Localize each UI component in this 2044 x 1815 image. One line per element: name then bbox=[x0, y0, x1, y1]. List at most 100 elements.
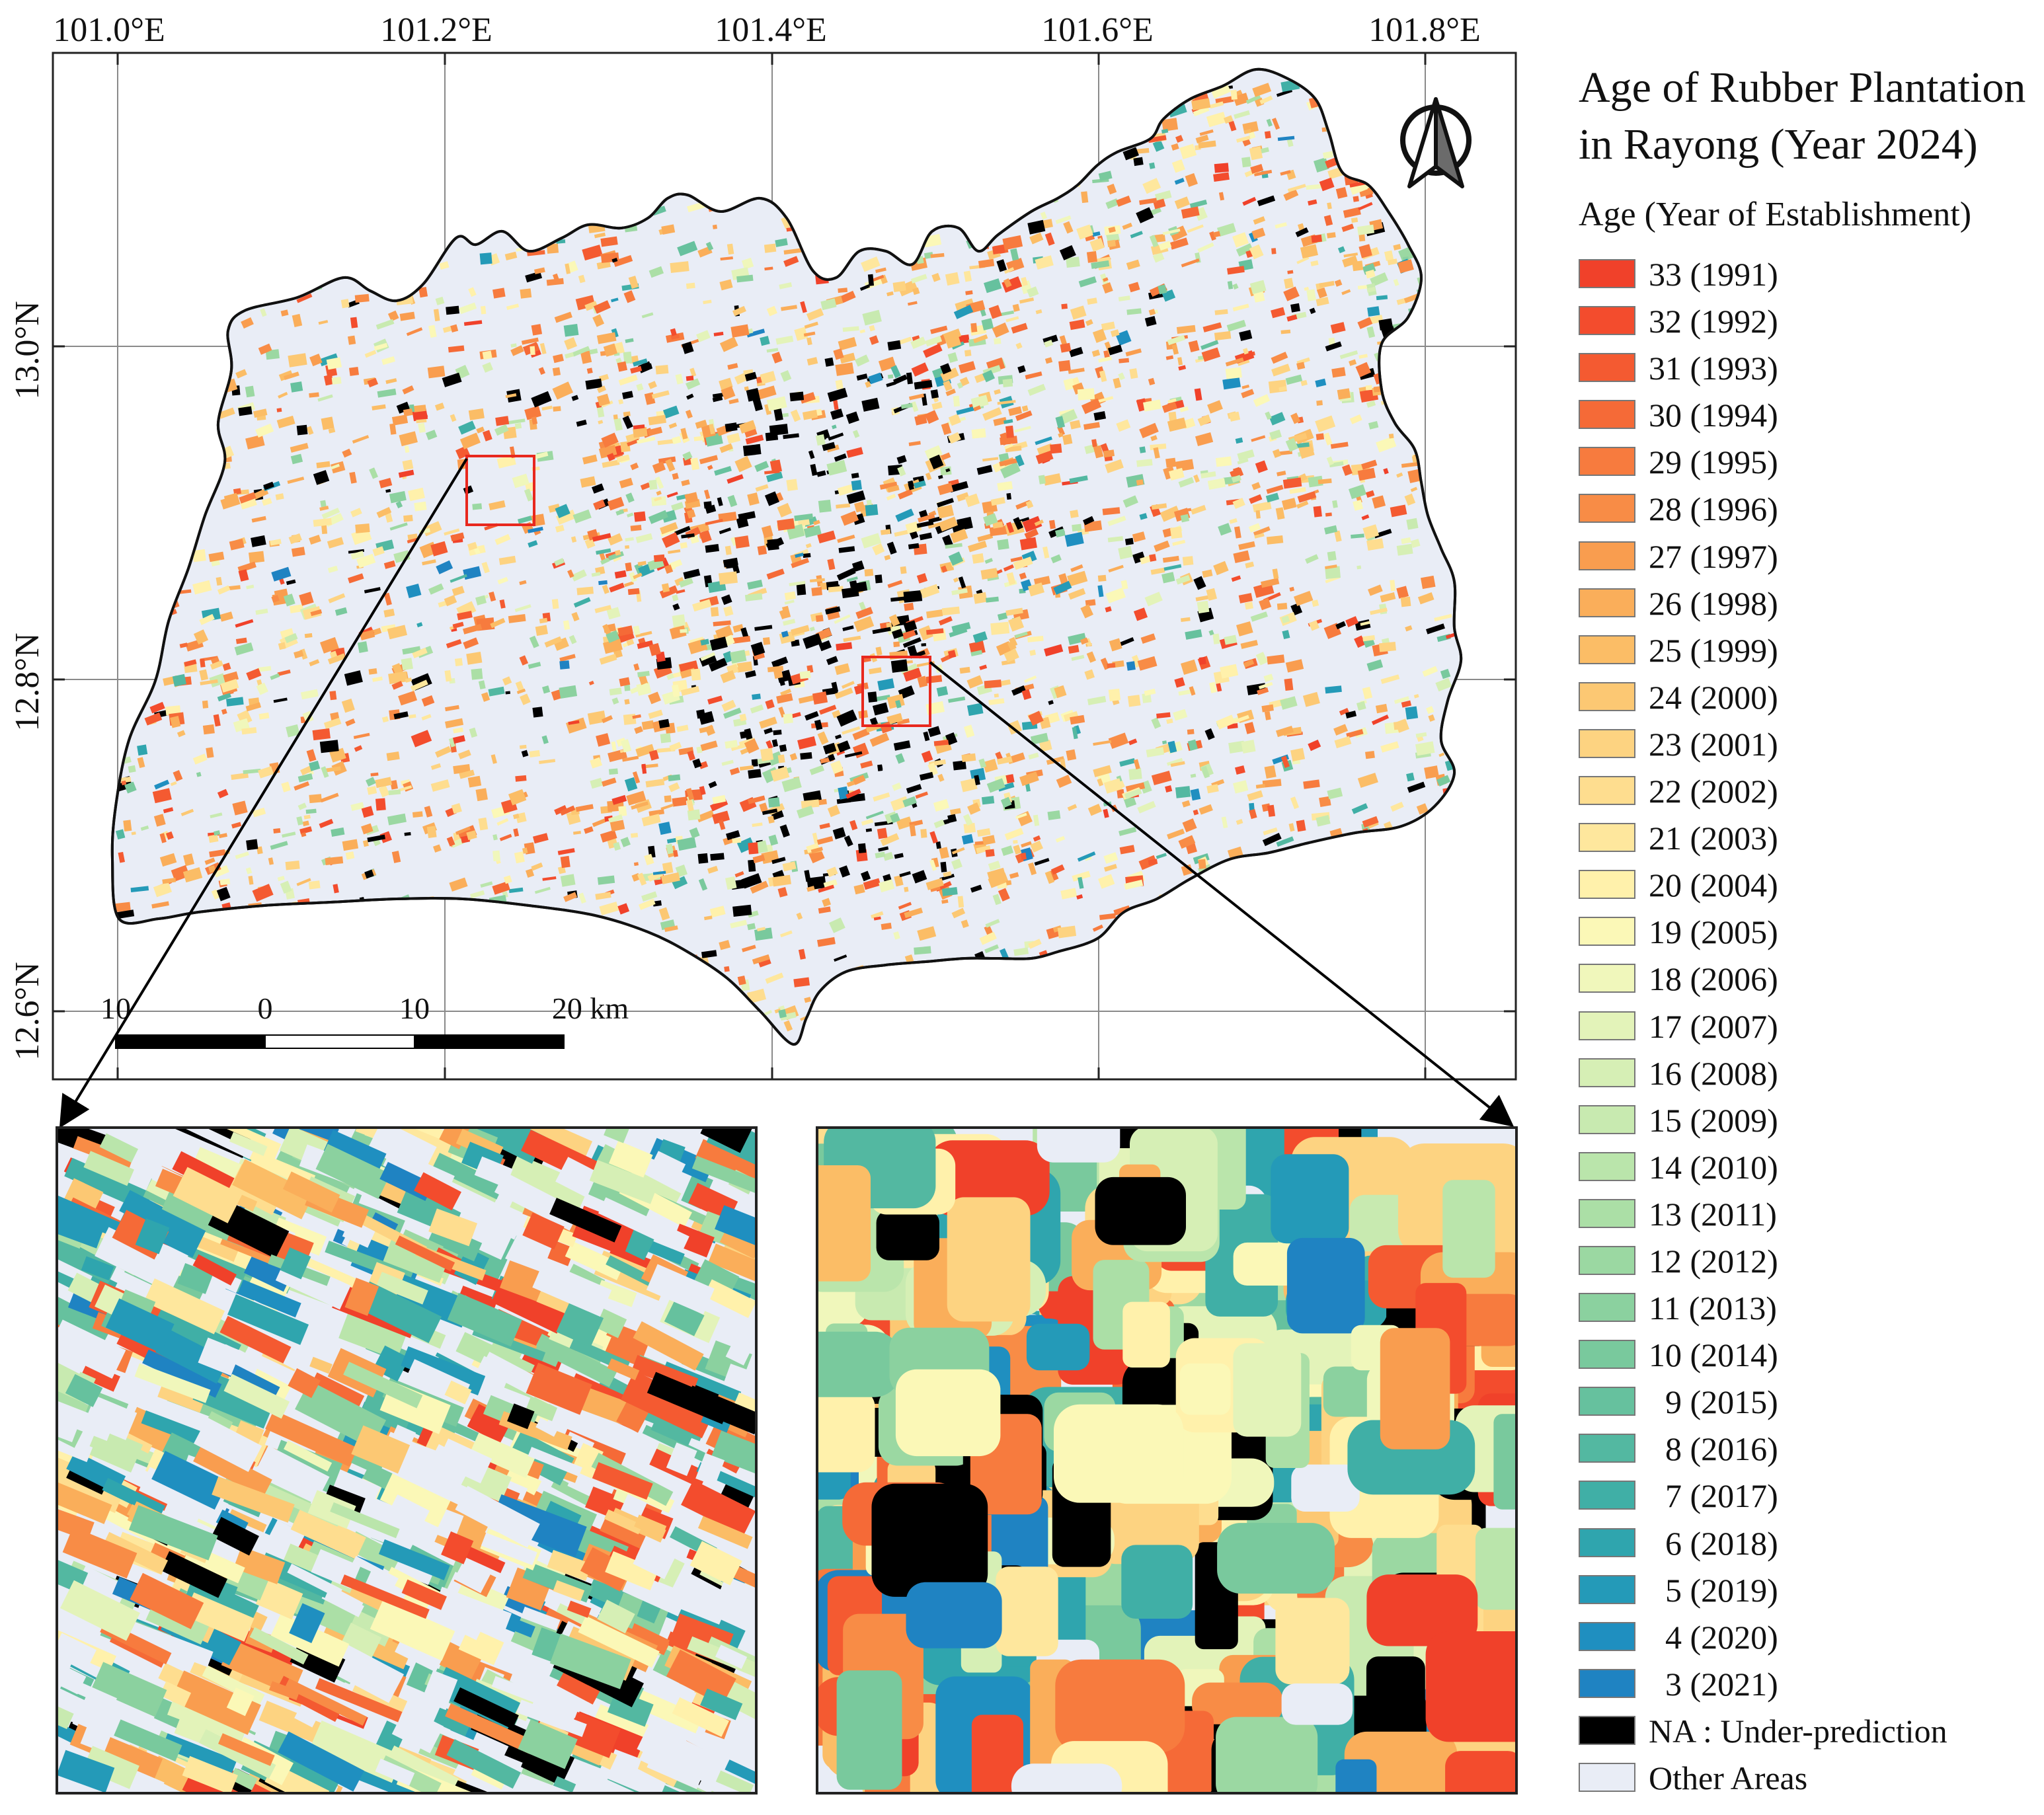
legend-subtitle: Age (Year of Establishment) bbox=[1579, 192, 2041, 238]
legend-swatch bbox=[1579, 1246, 1635, 1275]
legend-swatch bbox=[1579, 1387, 1635, 1416]
legend-swatch bbox=[1579, 588, 1635, 617]
legend-label: 6 (2018) bbox=[1649, 1520, 1778, 1566]
lat-tick-label: 12.8°N bbox=[9, 633, 46, 731]
legend-label: 16 (2008) bbox=[1649, 1050, 1778, 1097]
legend-swatch bbox=[1579, 964, 1635, 993]
legend-swatch bbox=[1579, 1058, 1635, 1087]
legend-swatch bbox=[1579, 1622, 1635, 1651]
legend-label: 5 (2019) bbox=[1649, 1567, 1778, 1613]
inset-map-central bbox=[766, 1069, 1578, 1812]
legend-swatch bbox=[1579, 1763, 1635, 1792]
legend-item: 20 (2004) bbox=[1579, 862, 2041, 909]
legend-item: 31 (1993) bbox=[1579, 345, 2041, 392]
legend-label: 12 (2012) bbox=[1649, 1238, 1778, 1284]
legend-item: 22 (2002) bbox=[1579, 768, 2041, 815]
legend-item: 7 (2017) bbox=[1579, 1473, 2041, 1520]
legend-swatch bbox=[1579, 1716, 1635, 1745]
lon-tick-label: 101.2°E bbox=[380, 11, 492, 49]
legend-item: Other Areas bbox=[1579, 1755, 2041, 1802]
legend-label: 22 (2002) bbox=[1649, 768, 1778, 814]
legend-swatch bbox=[1579, 917, 1635, 946]
legend-swatch bbox=[1579, 1152, 1635, 1181]
legend-swatch bbox=[1579, 1199, 1635, 1228]
legend-item: 29 (1995) bbox=[1579, 439, 2041, 486]
legend-label: 14 (2010) bbox=[1649, 1144, 1778, 1190]
legend-label: 4 (2020) bbox=[1649, 1614, 1778, 1660]
legend-item: 12 (2012) bbox=[1579, 1238, 2041, 1285]
legend-item: 6 (2018) bbox=[1579, 1520, 2041, 1567]
legend-label: 18 (2006) bbox=[1649, 956, 1778, 1002]
legend-swatch bbox=[1579, 776, 1635, 805]
legend-item: 11 (2013) bbox=[1579, 1285, 2041, 1332]
legend-swatch bbox=[1579, 1528, 1635, 1557]
lat-tick-label: 12.6°N bbox=[9, 962, 46, 1060]
legend-swatch bbox=[1579, 1340, 1635, 1369]
legend-label: 9 (2015) bbox=[1649, 1379, 1778, 1425]
legend-label: 20 (2004) bbox=[1649, 862, 1778, 908]
scale-label: 20 km bbox=[552, 991, 629, 1025]
legend-item: 17 (2007) bbox=[1579, 1003, 2041, 1050]
legend-label: 24 (2000) bbox=[1649, 674, 1778, 720]
legend-item: 4 (2020) bbox=[1579, 1614, 2041, 1661]
legend-label: 17 (2007) bbox=[1649, 1003, 1778, 1050]
lon-tick-label: 101.4°E bbox=[715, 11, 827, 49]
legend-item: 30 (1994) bbox=[1579, 392, 2041, 439]
lon-tick-label: 101.0°E bbox=[53, 11, 165, 49]
legend-swatch bbox=[1579, 1105, 1635, 1134]
legend-label: 30 (1994) bbox=[1649, 392, 1778, 438]
legend-swatch bbox=[1579, 635, 1635, 664]
legend-label: 23 (2001) bbox=[1649, 721, 1778, 767]
legend-item: 33 (1991) bbox=[1579, 251, 2041, 298]
legend-swatch bbox=[1579, 400, 1635, 429]
legend-label: 33 (1991) bbox=[1649, 251, 1778, 297]
legend-swatch bbox=[1579, 870, 1635, 899]
legend-swatch bbox=[1579, 1434, 1635, 1463]
legend-item: 8 (2016) bbox=[1579, 1426, 2041, 1473]
legend-swatch bbox=[1579, 259, 1635, 288]
legend-swatch bbox=[1579, 353, 1635, 382]
legend-label: 29 (1995) bbox=[1649, 439, 1778, 485]
legend-swatch bbox=[1579, 729, 1635, 758]
legend-item: 9 (2015) bbox=[1579, 1379, 2041, 1426]
legend-item: 28 (1996) bbox=[1579, 486, 2041, 533]
legend-label: 13 (2011) bbox=[1649, 1191, 1777, 1237]
legend-label: 28 (1996) bbox=[1649, 486, 1778, 532]
legend-label: 3 (2021) bbox=[1649, 1661, 1778, 1707]
legend-swatch bbox=[1579, 823, 1635, 852]
legend-swatch bbox=[1579, 306, 1635, 335]
lon-tick-label: 101.6°E bbox=[1041, 11, 1154, 49]
latitude-tick-labels: 13.0°N 12.8°N 12.6°N bbox=[9, 301, 46, 1060]
legend-item: 25 (1999) bbox=[1579, 627, 2041, 674]
legend-item: 16 (2008) bbox=[1579, 1050, 2041, 1097]
legend-swatch bbox=[1579, 682, 1635, 711]
legend-title-line2: in Rayong (Year 2024) bbox=[1579, 116, 2041, 173]
legend-label: 27 (1997) bbox=[1649, 533, 1778, 580]
legend-title-line1: Age of Rubber Plantation bbox=[1579, 59, 2041, 116]
legend-swatch bbox=[1579, 1293, 1635, 1322]
legend-item: 14 (2010) bbox=[1579, 1144, 2041, 1191]
legend-item: 5 (2019) bbox=[1579, 1567, 2041, 1614]
lat-tick-label: 13.0°N bbox=[9, 301, 46, 399]
legend-item: 23 (2001) bbox=[1579, 721, 2041, 768]
legend-swatch bbox=[1579, 447, 1635, 476]
legend-swatch bbox=[1579, 494, 1635, 523]
legend-item: NA : Under-prediction bbox=[1579, 1708, 2041, 1755]
legend: Age of Rubber Plantation in Rayong (Year… bbox=[1579, 59, 2041, 1802]
legend-item: 26 (1998) bbox=[1579, 580, 2041, 627]
inset-map-west bbox=[10, 1104, 801, 1812]
legend-item: 18 (2006) bbox=[1579, 956, 2041, 1003]
legend-label: NA : Under-prediction bbox=[1649, 1708, 1947, 1754]
legend-label: 7 (2017) bbox=[1649, 1473, 1778, 1519]
legend-item: 13 (2011) bbox=[1579, 1191, 2041, 1238]
legend-swatch bbox=[1579, 1669, 1635, 1698]
scale-label: 10 bbox=[399, 991, 430, 1025]
legend-label: 8 (2016) bbox=[1649, 1426, 1778, 1472]
legend-item: 32 (1992) bbox=[1579, 298, 2041, 345]
legend-title: Age of Rubber Plantation in Rayong (Year… bbox=[1579, 59, 2041, 173]
legend-swatch bbox=[1579, 1575, 1635, 1604]
legend-item: 21 (2003) bbox=[1579, 815, 2041, 862]
legend-label: 15 (2009) bbox=[1649, 1097, 1778, 1143]
legend-label: 11 (2013) bbox=[1649, 1285, 1777, 1331]
